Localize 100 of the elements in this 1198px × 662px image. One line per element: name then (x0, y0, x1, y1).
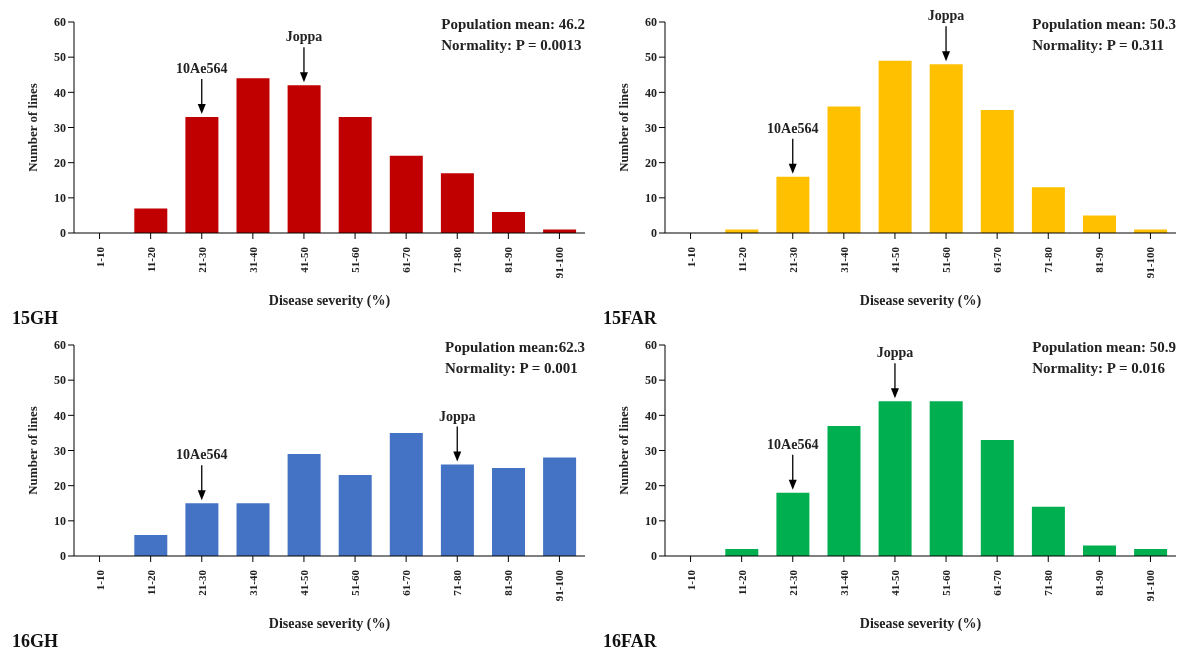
y-axis-title: Number of lines (24, 406, 40, 495)
x-tick-label: 81-90 (502, 569, 515, 596)
x-tick-label: 21-30 (195, 569, 208, 596)
annotation: Population mean: 46.2 (441, 15, 585, 34)
annotation: Population mean:62.3 (444, 338, 585, 357)
bar (134, 534, 168, 556)
bar (236, 503, 270, 556)
x-tick-label: 41-50 (297, 569, 310, 596)
x-tick-label: 61-70 (991, 569, 1004, 596)
text: 15FAR (603, 308, 657, 329)
x-tick-label: 81-90 (1093, 246, 1106, 273)
annotation: Joppa (927, 8, 965, 24)
y-tick-label: 50 (54, 50, 66, 65)
bar (185, 503, 219, 556)
x-tick-label: 1-10 (684, 246, 697, 268)
annotation: Joppa (438, 408, 476, 424)
bar (929, 401, 963, 556)
x-tick-label: 31-40 (246, 246, 259, 273)
annotation: Population mean: 50.9 (1032, 338, 1176, 357)
y-tick-label: 10 (645, 191, 657, 206)
x-tick-label: 51-60 (940, 569, 953, 596)
x-tick-label: 51-60 (349, 246, 362, 273)
bar (1031, 187, 1065, 233)
y-tick-label: 60 (54, 15, 66, 30)
bar (236, 78, 270, 233)
x-tick-label: 91-100 (553, 569, 566, 602)
y-tick-label: 60 (645, 15, 657, 30)
x-axis-title: Disease severity (%) (268, 293, 391, 309)
x-tick-label: 61-70 (400, 569, 413, 596)
x-tick-label: 41-50 (888, 246, 901, 273)
annotation: Joppa (876, 345, 914, 361)
bar (389, 432, 423, 556)
annotation: Normality: P = 0.311 (1032, 36, 1166, 55)
bar (1083, 545, 1116, 556)
y-tick-label: 60 (54, 338, 66, 353)
y-tick-label: 60 (645, 338, 657, 353)
x-tick-label: 21-30 (786, 246, 799, 273)
x-tick-label: 71-80 (451, 246, 464, 273)
y-tick-label: 20 (54, 478, 66, 493)
x-tick-label: 71-80 (1042, 246, 1055, 273)
bar (338, 475, 372, 556)
y-tick-label: 40 (54, 408, 66, 423)
y-axis-title: Number of lines (24, 83, 40, 172)
x-tick-label: 21-30 (195, 246, 208, 273)
x-axis-title: Disease severity (%) (859, 293, 982, 309)
bar (1083, 215, 1116, 233)
x-tick-label: 21-30 (786, 569, 799, 596)
y-axis-title: Number of lines (615, 406, 631, 495)
x-axis-title: Disease severity (%) (268, 616, 391, 632)
bar (980, 109, 1014, 233)
x-axis-title: Disease severity (%) (859, 616, 982, 632)
annotation: 10Ae564 (767, 120, 819, 136)
annotation: Joppa (285, 29, 323, 45)
x-tick-label: 31-40 (837, 246, 850, 273)
x-tick-label: 71-80 (1042, 569, 1055, 596)
bar (134, 208, 168, 233)
bar (929, 64, 963, 233)
bar (492, 211, 525, 233)
bar (776, 492, 810, 556)
y-tick-label: 40 (645, 408, 657, 423)
text: 16FAR (603, 631, 657, 652)
text: 15GH (12, 308, 59, 329)
bar (827, 425, 861, 556)
y-tick-label: 20 (645, 155, 657, 170)
text: 16GH (12, 631, 59, 652)
y-tick-label: 0 (651, 226, 657, 241)
bar (543, 457, 577, 556)
y-tick-label: 30 (54, 443, 66, 458)
x-tick-label: 51-60 (349, 569, 362, 596)
y-tick-label: 10 (54, 191, 66, 206)
annotation: Normality: P = 0.001 (444, 359, 579, 378)
y-tick-label: 50 (54, 373, 66, 388)
y-tick-label: 30 (645, 120, 657, 135)
annotation: Normality: P = 0.016 (1032, 359, 1166, 378)
bar (980, 439, 1014, 556)
y-tick-label: 30 (645, 443, 657, 458)
annotation: 10Ae564 (767, 436, 819, 452)
bar (1031, 506, 1065, 556)
x-tick-label: 81-90 (1093, 569, 1106, 596)
annotation: Population mean: 50.3 (1032, 15, 1176, 34)
x-tick-label: 1-10 (93, 246, 106, 268)
y-tick-label: 50 (645, 50, 657, 65)
y-tick-label: 0 (60, 549, 66, 564)
x-tick-label: 91-100 (1144, 246, 1157, 279)
y-tick-label: 0 (60, 226, 66, 241)
bar (492, 468, 525, 556)
bar (776, 176, 810, 233)
annotation: 10Ae564 (176, 60, 228, 76)
bar (827, 106, 861, 233)
x-tick-label: 31-40 (246, 569, 259, 596)
x-tick-label: 61-70 (991, 246, 1004, 273)
bar (185, 116, 219, 233)
bar (389, 155, 423, 233)
bar (440, 173, 474, 233)
x-tick-label: 1-10 (684, 569, 697, 591)
y-tick-label: 20 (54, 155, 66, 170)
x-tick-label: 71-80 (451, 569, 464, 596)
y-tick-label: 40 (645, 85, 657, 100)
x-tick-label: 11-20 (735, 246, 748, 273)
bar (878, 401, 912, 556)
